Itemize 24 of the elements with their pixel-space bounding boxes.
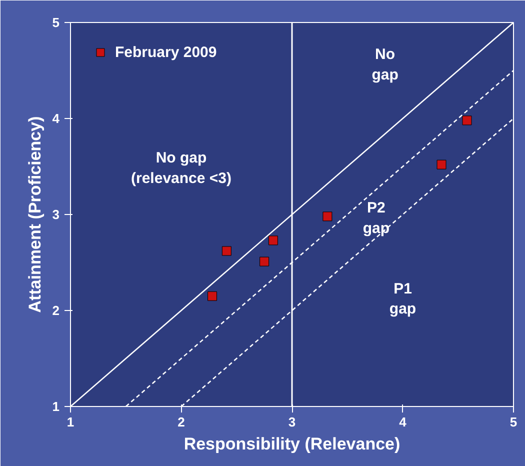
x-tick-label: 5 (510, 414, 518, 430)
point (462, 116, 472, 126)
y-tick-label: 1 (52, 399, 60, 414)
x-axis-title: Responsibility (Relevance) (184, 434, 400, 454)
point (208, 291, 218, 301)
annotation: P2 gap (362, 200, 390, 238)
x-tick-label: 3 (288, 414, 296, 430)
annotation: No gap (relevance <3) (131, 150, 232, 188)
point (268, 236, 278, 246)
y-tick-label: 3 (52, 207, 60, 222)
point (260, 256, 270, 266)
y-tick-label: 5 (52, 15, 60, 30)
y-tick-label: 4 (52, 111, 60, 126)
point (222, 246, 232, 256)
point (436, 160, 446, 170)
y-tick-label: 2 (52, 303, 60, 318)
x-tick-label: 4 (399, 414, 408, 430)
y-axis-title: Attainment (Proficiency) (25, 116, 44, 313)
point (322, 212, 332, 222)
annotation: No gap (372, 46, 398, 84)
annotation: P1 gap (389, 280, 416, 318)
x-tick-label: 2 (178, 414, 185, 430)
x-tick-label: 1 (66, 414, 74, 430)
legend-label: February 2009 (115, 44, 217, 60)
